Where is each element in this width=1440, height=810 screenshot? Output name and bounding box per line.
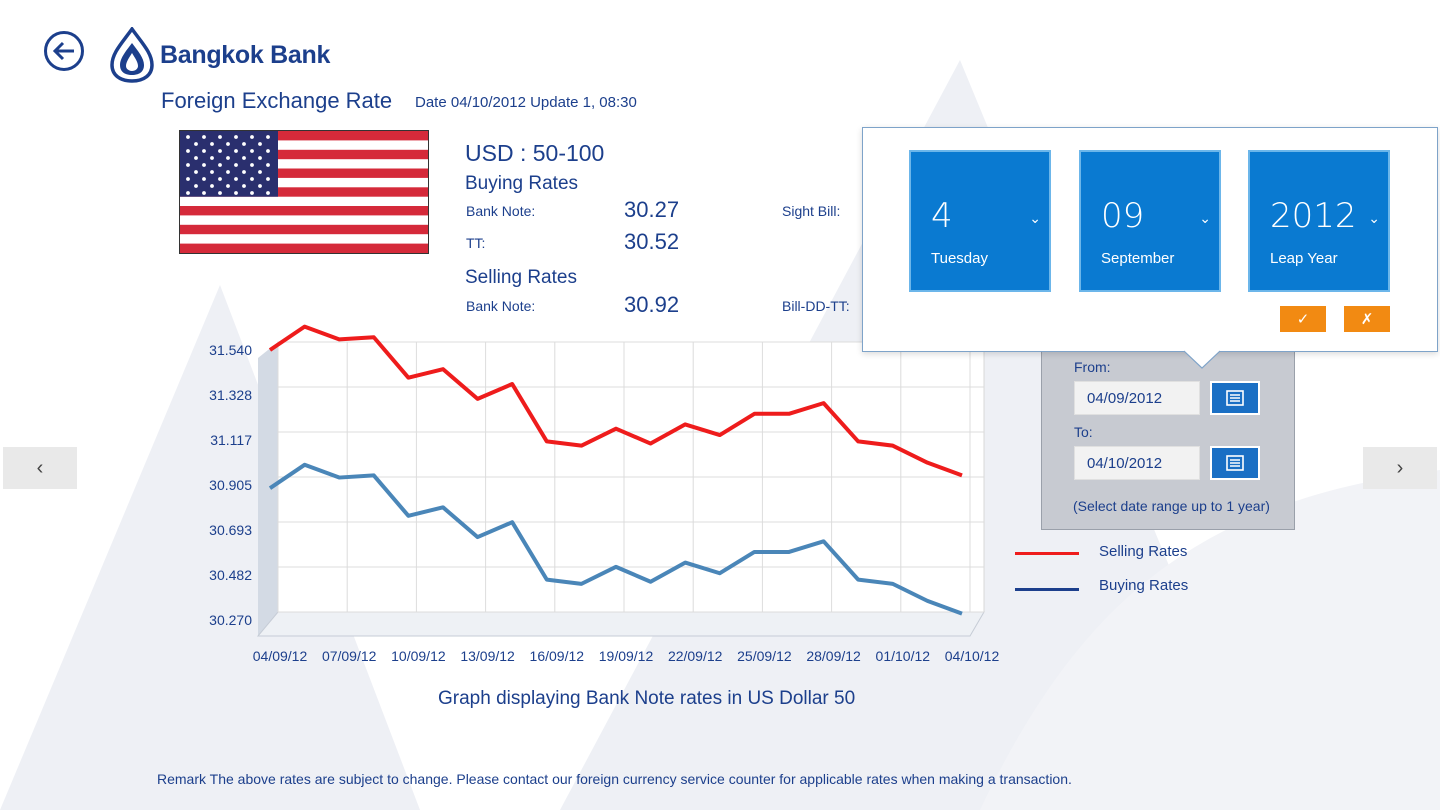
chart-floor (256, 611, 985, 637)
remark-text: Remark The above rates are subject to ch… (157, 771, 1072, 787)
buy-bank-note-value: 30.27 (624, 197, 680, 222)
x-tick-label: 16/09/12 (530, 648, 585, 664)
chevron-left-icon: ‹ (36, 456, 44, 479)
confirm-button[interactable]: ✓ (1280, 306, 1326, 332)
x-tick-label: 22/09/12 (668, 648, 723, 664)
buy-bank-note-label: Bank Note: (466, 203, 536, 219)
year-selector[interactable]: 2012 Leap Year ⌄ (1248, 150, 1390, 292)
buy-tt-label: TT: (466, 235, 486, 251)
buy-tt-value: 30.52 (624, 229, 680, 254)
chevron-down-icon: ⌄ (1029, 210, 1041, 226)
bill-dd-tt-label: Bill-DD-TT: (782, 298, 850, 314)
day-name: Tuesday (931, 250, 988, 267)
sell-bank-note-value: 30.92 (624, 292, 680, 317)
x-tick-label: 28/09/12 (806, 648, 861, 664)
bank-logo: Bangkok Bank (110, 27, 330, 83)
date-picker-popup: 4 Tuesday ⌄ 09 September ⌄ 2012 Leap Yea… (862, 127, 1438, 352)
to-label: To: (1074, 424, 1093, 440)
update-date: Date 04/10/2012 Update 1, 08:30 (415, 94, 637, 111)
date-range-panel: From: To: (Select date range up to 1 yea… (1041, 340, 1295, 530)
y-tick-label: 30.270 (209, 612, 252, 628)
legend-buying-line (1015, 588, 1079, 591)
next-arrow-button[interactable]: › (1363, 447, 1437, 489)
day-selector[interactable]: 4 Tuesday ⌄ (909, 150, 1051, 292)
buying-rates-title: Buying Rates (465, 173, 579, 194)
day-number: 4 (931, 196, 953, 236)
month-name: September (1101, 250, 1175, 267)
calendar-icon (1226, 455, 1244, 471)
y-tick-label: 30.905 (209, 477, 252, 493)
x-tick-label: 04/10/12 (945, 648, 1000, 664)
y-tick-label: 31.117 (210, 432, 252, 448)
from-calendar-button[interactable] (1210, 381, 1260, 415)
chevron-right-icon: › (1396, 456, 1404, 479)
bangkok-bank-logo-icon (110, 27, 154, 83)
to-date-input[interactable] (1074, 446, 1200, 480)
sight-bill-label: Sight Bill: (782, 203, 841, 219)
page-title: Foreign Exchange Rate (161, 88, 393, 113)
y-tick-label: 30.693 (209, 522, 252, 538)
legend-selling-line (1015, 552, 1079, 555)
to-calendar-button[interactable] (1210, 446, 1260, 480)
month-number: 09 (1101, 196, 1145, 236)
arrow-left-icon (52, 41, 74, 61)
y-tick-label: 31.328 (209, 387, 252, 403)
year-number: 2012 (1270, 196, 1357, 236)
x-tick-label: 04/09/12 (253, 648, 308, 664)
from-label: From: (1074, 359, 1111, 375)
calendar-icon (1226, 390, 1244, 406)
chevron-down-icon: ⌄ (1199, 210, 1211, 226)
x-tick-label: 25/09/12 (737, 648, 792, 664)
selling-rates-title: Selling Rates (465, 267, 577, 288)
x-tick-label: 07/09/12 (322, 648, 377, 664)
y-tick-label: 31.540 (209, 342, 252, 358)
currency-title: USD : 50-100 (465, 140, 605, 166)
month-selector[interactable]: 09 September ⌄ (1079, 150, 1221, 292)
x-tick-label: 13/09/12 (460, 648, 515, 664)
date-range-note: (Select date range up to 1 year) (1073, 498, 1270, 514)
us-flag-image (179, 130, 429, 254)
sell-bank-note-label: Bank Note: (466, 298, 536, 314)
legend-buying-label: Buying Rates (1099, 577, 1189, 594)
cancel-button[interactable]: ✗ (1344, 306, 1390, 332)
legend-selling-label: Selling Rates (1099, 543, 1188, 560)
y-tick-label: 30.482 (209, 567, 252, 583)
x-tick-label: 10/09/12 (391, 648, 446, 664)
x-tick-label: 19/09/12 (599, 648, 654, 664)
back-button[interactable] (44, 31, 84, 71)
year-note: Leap Year (1270, 250, 1338, 267)
from-date-input[interactable] (1074, 381, 1200, 415)
chevron-down-icon: ⌄ (1368, 210, 1380, 226)
prev-arrow-button[interactable]: ‹ (3, 447, 77, 489)
chart-side-wall (258, 342, 278, 636)
bank-name: Bangkok Bank (160, 40, 331, 69)
x-tick-label: 01/10/12 (876, 648, 931, 664)
chart-caption: Graph displaying Bank Note rates in US D… (438, 688, 856, 709)
